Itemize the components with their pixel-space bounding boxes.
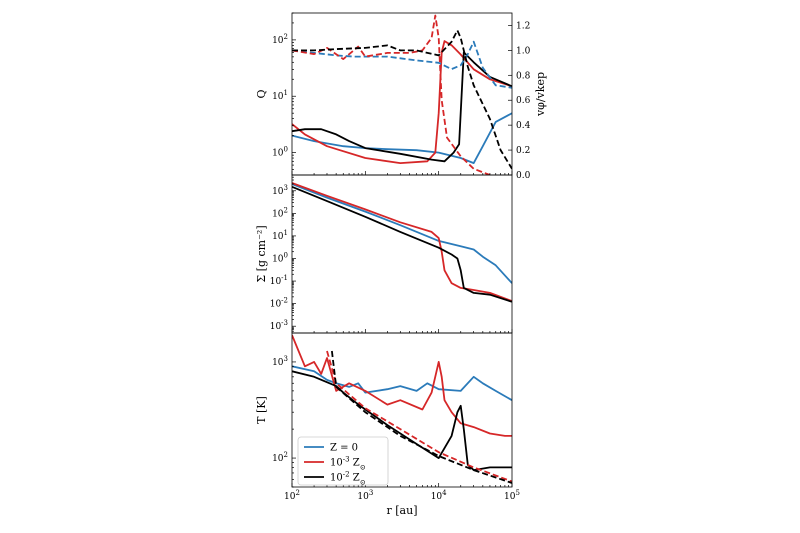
y-tick-label: 10-2 bbox=[270, 297, 288, 310]
y-tick-label: 101 bbox=[272, 89, 288, 102]
panel-q-vphi: 100 101 102 Q 0.0 0.2 0.4 0.6 0.8 1.0 1.2 vφ/vkep bbox=[255, 12, 547, 181]
series-line-z-0-solid bbox=[292, 365, 512, 401]
legend: Z = 0 10-3 Z⊙10-2 Z⊙ bbox=[297, 436, 389, 487]
y-tick-label: 103 bbox=[272, 355, 288, 368]
x-tick-label: 104 bbox=[431, 489, 447, 502]
y2-tick-label: 1.0 bbox=[516, 46, 531, 56]
y2-tick-label: 1.2 bbox=[516, 21, 530, 31]
plot-area-bottom bbox=[292, 334, 512, 484]
y2-tick-label: 0.0 bbox=[516, 171, 531, 181]
axes-frame-top bbox=[291, 12, 513, 176]
x-tick-label: 105 bbox=[504, 489, 520, 502]
legend-entry-label: 10-2 Z⊙ bbox=[330, 471, 366, 487]
series-line-10-2-z--dashed bbox=[331, 350, 512, 484]
y-tick-label: 102 bbox=[272, 206, 288, 219]
legend-entry-label: Z = 0 bbox=[330, 443, 358, 454]
x-tick-label: 103 bbox=[357, 489, 373, 502]
series-line-z-0-solid bbox=[292, 112, 512, 164]
y2-tick-label: 0.2 bbox=[516, 146, 530, 156]
y2-axis-label: vφ/vkep bbox=[534, 72, 547, 117]
series-line-10-3-z--dashed bbox=[326, 350, 512, 483]
series-line-10-3-z--solid bbox=[292, 334, 512, 437]
y-tick-label: 10-3 bbox=[270, 319, 288, 332]
series-line-z-0-dashed bbox=[292, 40, 512, 89]
y2-tick-label: 0.6 bbox=[516, 96, 531, 106]
panel-temperature: 102 103 102 103 104 105 T [K] r [au] Z = 0 10-3 Z… bbox=[255, 332, 520, 517]
series-line-z-0-solid bbox=[292, 183, 512, 284]
series-line-10-3-z--solid bbox=[292, 40, 512, 164]
series-line-10-2-z--solid bbox=[292, 185, 512, 303]
series-line-10-2-z--dashed bbox=[292, 29, 512, 170]
y-axis-label: T [K] bbox=[255, 396, 268, 424]
y-tick-label: 103 bbox=[272, 184, 288, 197]
x-tick-label: 102 bbox=[284, 489, 300, 502]
series-line-10-3-z--dashed bbox=[292, 14, 491, 175]
plot-area-top bbox=[292, 14, 512, 175]
series-line-10-2-z--solid bbox=[292, 51, 512, 163]
y-tick-label: 101 bbox=[272, 229, 288, 242]
y-tick-label: 102 bbox=[272, 33, 288, 46]
y-axis-label: Q bbox=[255, 89, 268, 98]
y-tick-label: 100 bbox=[272, 146, 288, 159]
y-axis-label: Σ [g cm⁻²] bbox=[255, 225, 268, 282]
y-tick-label: 102 bbox=[272, 451, 288, 464]
series-line-10-3-z--solid bbox=[292, 182, 512, 302]
legend-entry-label: 10-3 Z⊙ bbox=[330, 456, 366, 472]
axes-frame-bottom bbox=[291, 332, 513, 488]
y-tick-label: 10-1 bbox=[270, 274, 288, 287]
y2-tick-label: 0.4 bbox=[516, 121, 531, 131]
plot-area-middle bbox=[292, 182, 512, 303]
panel-sigma: 10-3 10-2 10-1 100 101 102 103 Σ [g cm⁻²] bbox=[255, 174, 513, 334]
y2-tick-label: 0.8 bbox=[516, 71, 531, 81]
y-tick-label: 100 bbox=[272, 251, 288, 264]
legend-box bbox=[297, 436, 389, 486]
x-axis-label: r [au] bbox=[387, 504, 418, 517]
